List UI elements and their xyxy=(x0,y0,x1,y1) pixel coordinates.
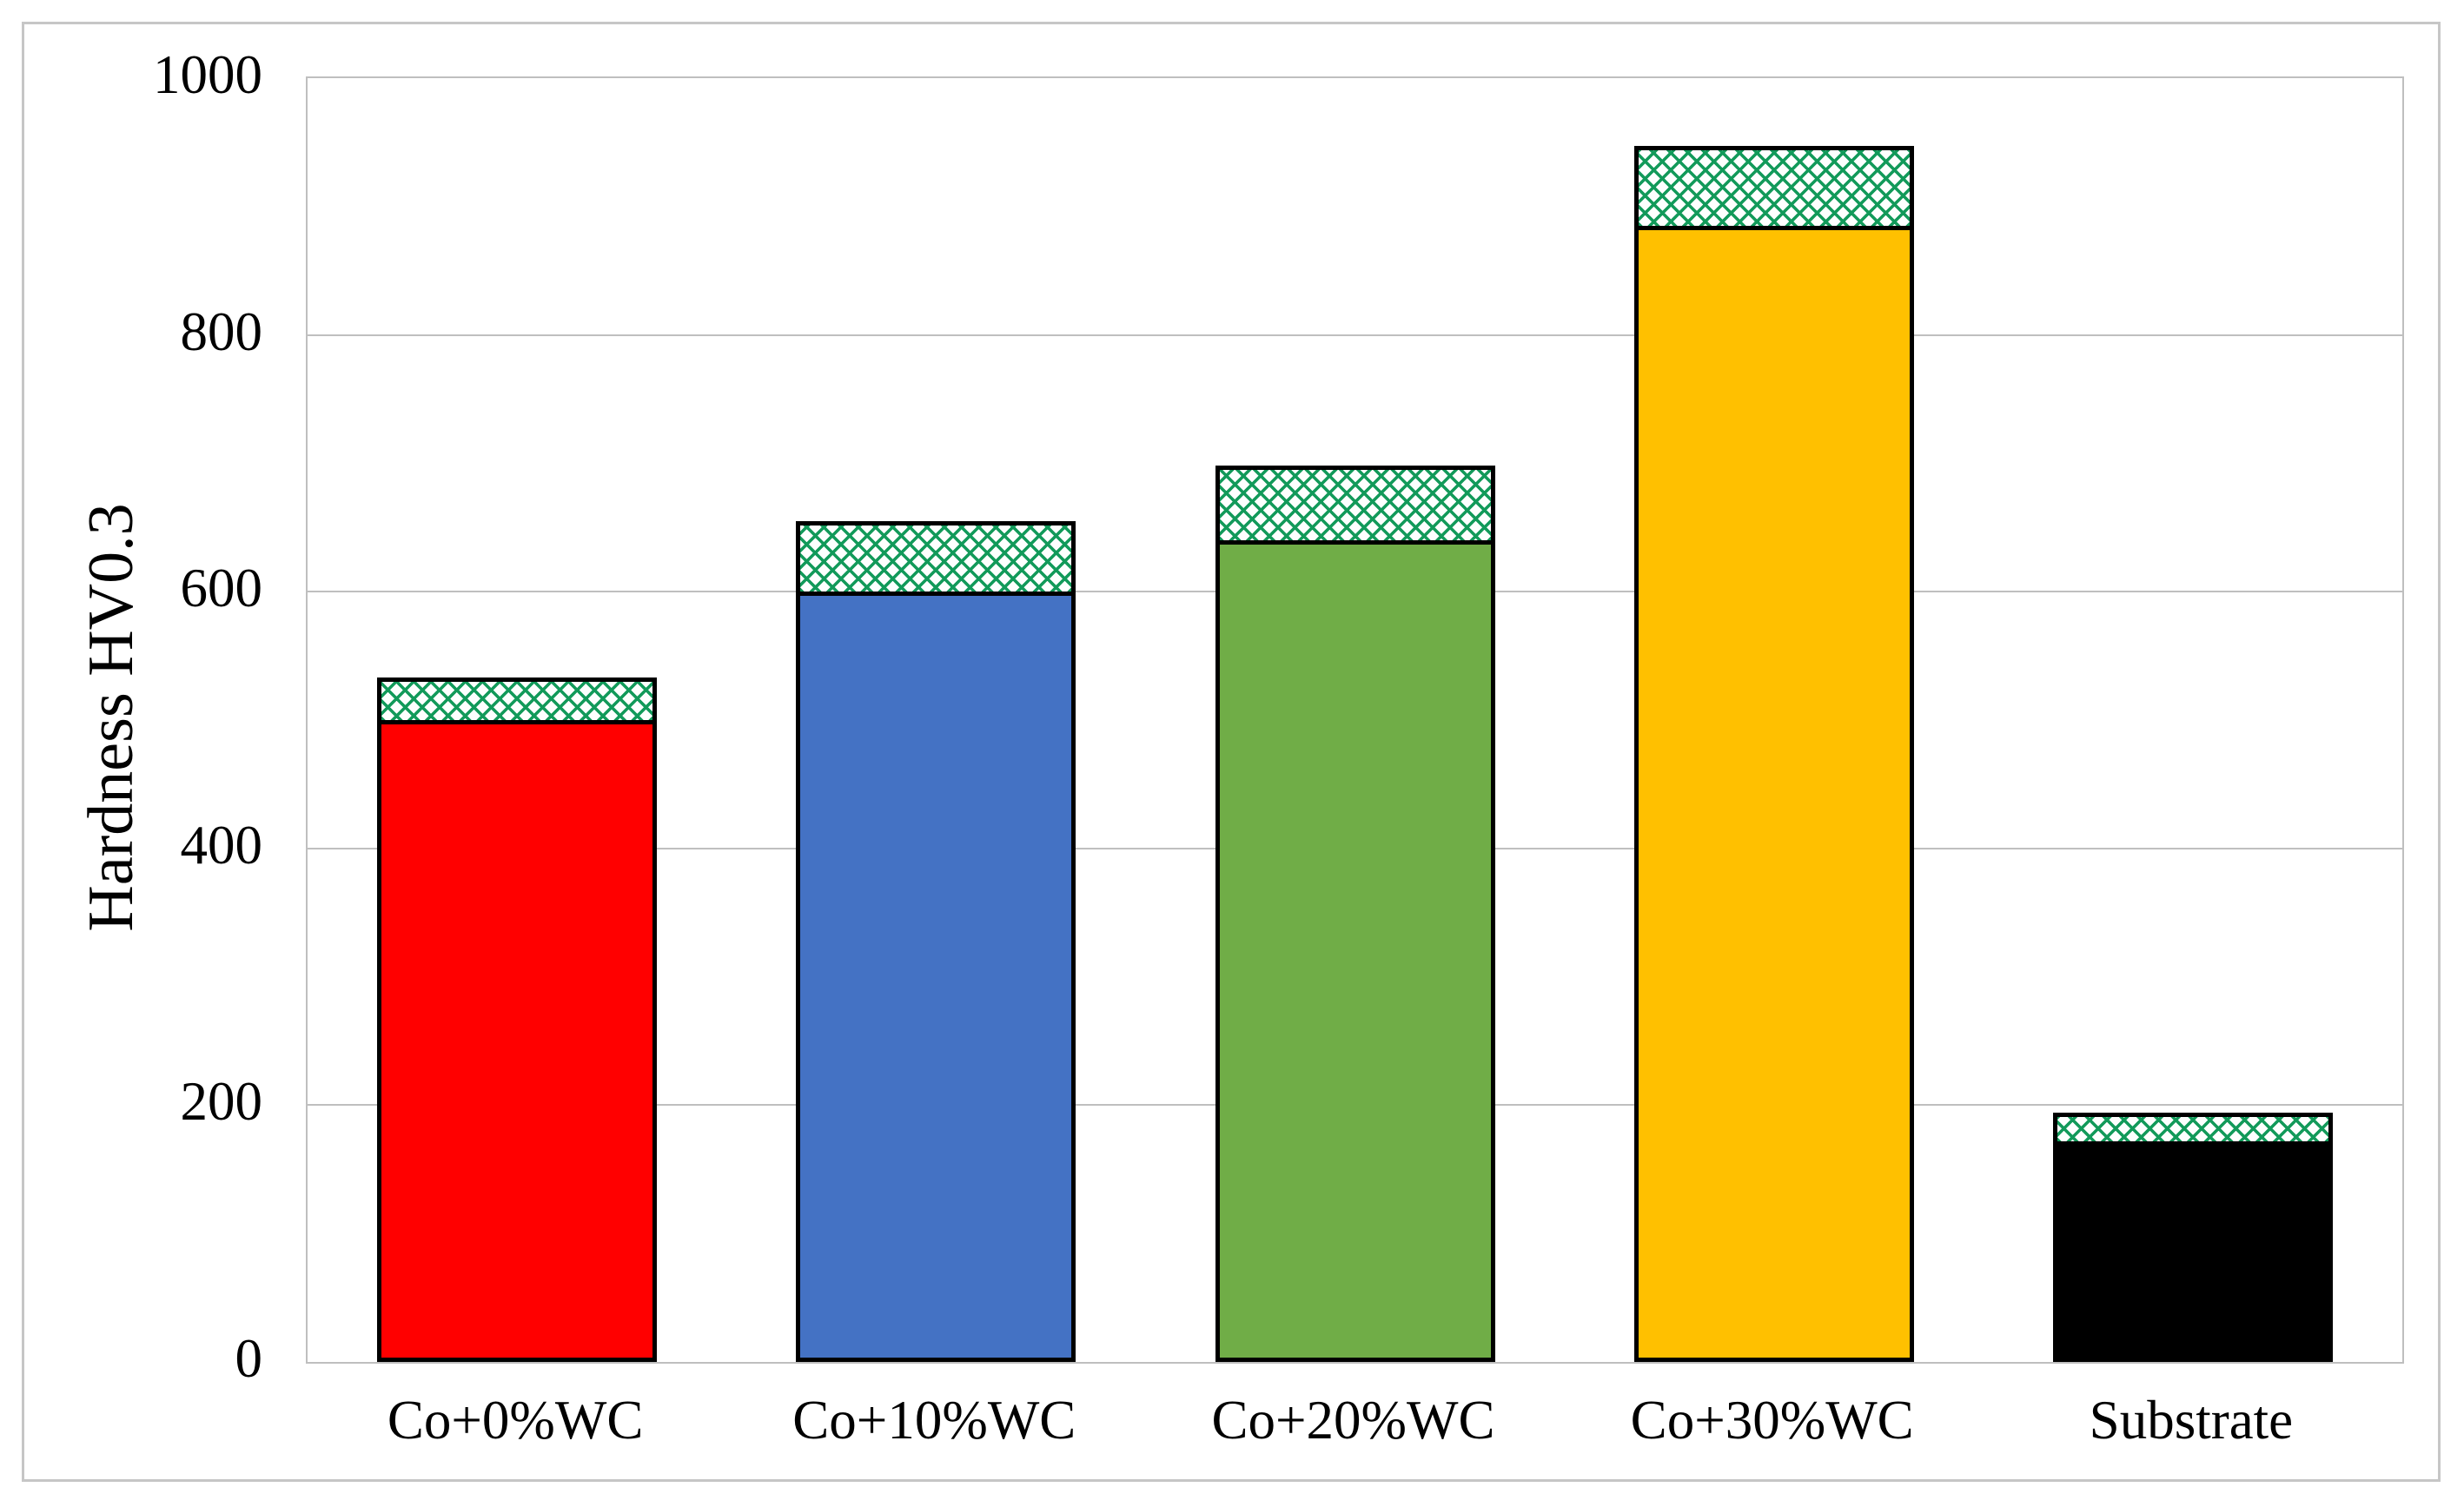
x-tick-label-co-0-wc: Co+0%WC xyxy=(387,1390,644,1451)
y-tick-label-200: 200 xyxy=(180,1071,263,1133)
bar-co-20-wc-solid xyxy=(1215,540,1495,1362)
bar-substrate-hatched-cap xyxy=(2052,1113,2333,1141)
bar-co-0-wc-hatched-cap xyxy=(377,677,658,720)
x-tick-label-co-20-wc: Co+20%WC xyxy=(1211,1390,1495,1451)
bar-co-30-wc-hatched-cap xyxy=(1633,146,1914,226)
bar-co-20-wc-hatched-cap xyxy=(1215,466,1495,541)
bar-co-10-wc-solid xyxy=(796,592,1076,1362)
y-tick-label-400: 400 xyxy=(180,815,263,876)
x-tick-label-co-30-wc: Co+30%WC xyxy=(1630,1390,1914,1451)
plot-area xyxy=(306,76,2404,1364)
y-tick-label-1000: 1000 xyxy=(153,44,262,106)
x-tick-label-co-10-wc: Co+10%WC xyxy=(792,1390,1076,1451)
bar-co-0-wc-solid xyxy=(377,720,658,1362)
bar-co-30-wc-solid xyxy=(1633,225,1914,1362)
gridline-800 xyxy=(308,334,2402,336)
y-tick-label-800: 800 xyxy=(180,301,263,362)
y-tick-label-600: 600 xyxy=(180,558,263,619)
x-tick-label-substrate: Substrate xyxy=(2089,1390,2294,1451)
bar-substrate-solid xyxy=(2052,1140,2333,1362)
bar-co-10-wc-hatched-cap xyxy=(796,520,1076,592)
y-tick-label-0: 0 xyxy=(235,1328,263,1390)
